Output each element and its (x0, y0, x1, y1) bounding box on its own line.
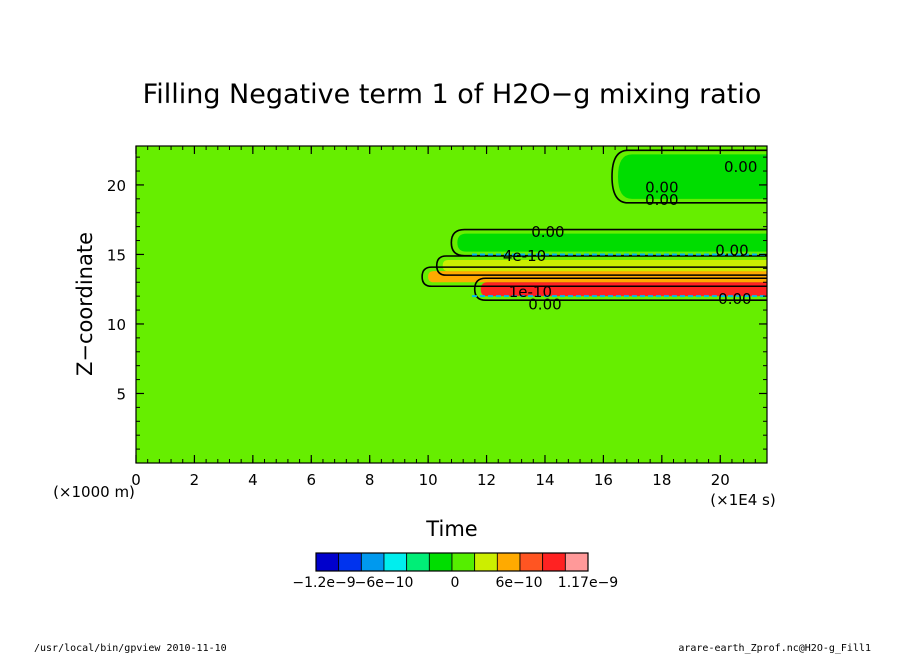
x-tick-label-9: 18 (652, 471, 671, 489)
colorbar-swatch-8 (496, 552, 521, 572)
footer-right: arare-earth_Zprof.nc@H2O-g_Fill1 (678, 643, 871, 654)
y-tick-label-1: 10 (107, 316, 126, 334)
x-tick-label-7: 14 (535, 471, 554, 489)
contour-line-4 (611, 149, 767, 204)
contour-label-7: 0.00 (528, 296, 561, 314)
colorbar-swatch-6 (451, 552, 476, 572)
x-tick-label-10: 20 (711, 471, 730, 489)
contour-line-0 (421, 266, 767, 288)
y-axis-label: Z−coordinate (73, 232, 97, 376)
colorbar-swatch-3 (383, 552, 408, 572)
colorbar-label-3: 6e−10 (495, 575, 542, 591)
y-tick-label-2: 15 (107, 246, 126, 264)
contour-label-8: 0.00 (718, 290, 751, 308)
x-tick-label-3: 6 (307, 471, 317, 489)
colorbar-frame (315, 552, 589, 572)
contour-line-3 (450, 228, 767, 257)
x-tick-label-8: 16 (594, 471, 613, 489)
colorbar-swatch-7 (474, 552, 498, 572)
colorbar-label-1: −6e−10 (355, 575, 414, 591)
y-tick-label-0: 5 (116, 385, 126, 403)
footer-left: /usr/local/bin/gpview 2010-11-10 (34, 643, 227, 654)
colorbar-swatch-9 (519, 552, 544, 572)
contour-label-4: 4e-10 (503, 247, 546, 265)
x-tick-label-0: 0 (131, 471, 141, 489)
x-axis-unit: (×1E4 s) (710, 491, 775, 509)
contour-line-1 (473, 277, 767, 301)
colorbar-swatch-11 (564, 552, 589, 572)
x-tick-label-5: 10 (419, 471, 438, 489)
colorbar-swatch-1 (338, 552, 362, 572)
filled-band-3 (457, 233, 767, 252)
colorbar-label-4: 1.17e−9 (558, 575, 618, 591)
colorbar-swatch-5 (428, 552, 453, 572)
y-axis-unit: (×1000 m) (53, 483, 135, 501)
x-tick-label-6: 12 (477, 471, 496, 489)
colorbar-label-0: −1.2e−9 (292, 575, 355, 591)
chart-title: Filling Negative term 1 of H2O−g mixing … (143, 79, 762, 110)
contour-label-6: 1e-10 (509, 283, 552, 301)
filled-band-2 (442, 260, 767, 272)
contour-line-2 (435, 255, 767, 276)
contour-label-2: 0.00 (645, 191, 678, 209)
colorbar-label-2: 0 (451, 575, 460, 591)
x-axis-label: Time (425, 517, 477, 541)
y-tick-label-3: 20 (107, 177, 126, 195)
x-tick-label-2: 4 (248, 471, 258, 489)
contour-label-1: 0.00 (645, 179, 678, 197)
colorbar-swatch-2 (360, 552, 385, 572)
filled-band-0 (428, 271, 767, 283)
contour-label-5: 0.00 (715, 241, 748, 259)
colorbar (315, 552, 589, 572)
colorbar-swatch-0 (315, 552, 340, 572)
filled-band-4 (618, 154, 767, 199)
colorbar-swatch-10 (542, 552, 566, 572)
contour-label-0: 0.00 (724, 158, 757, 176)
contour-label-3: 0.00 (531, 223, 564, 241)
x-tick-label-4: 8 (365, 471, 375, 489)
colorbar-swatch-4 (406, 552, 430, 572)
x-tick-label-1: 2 (190, 471, 200, 489)
